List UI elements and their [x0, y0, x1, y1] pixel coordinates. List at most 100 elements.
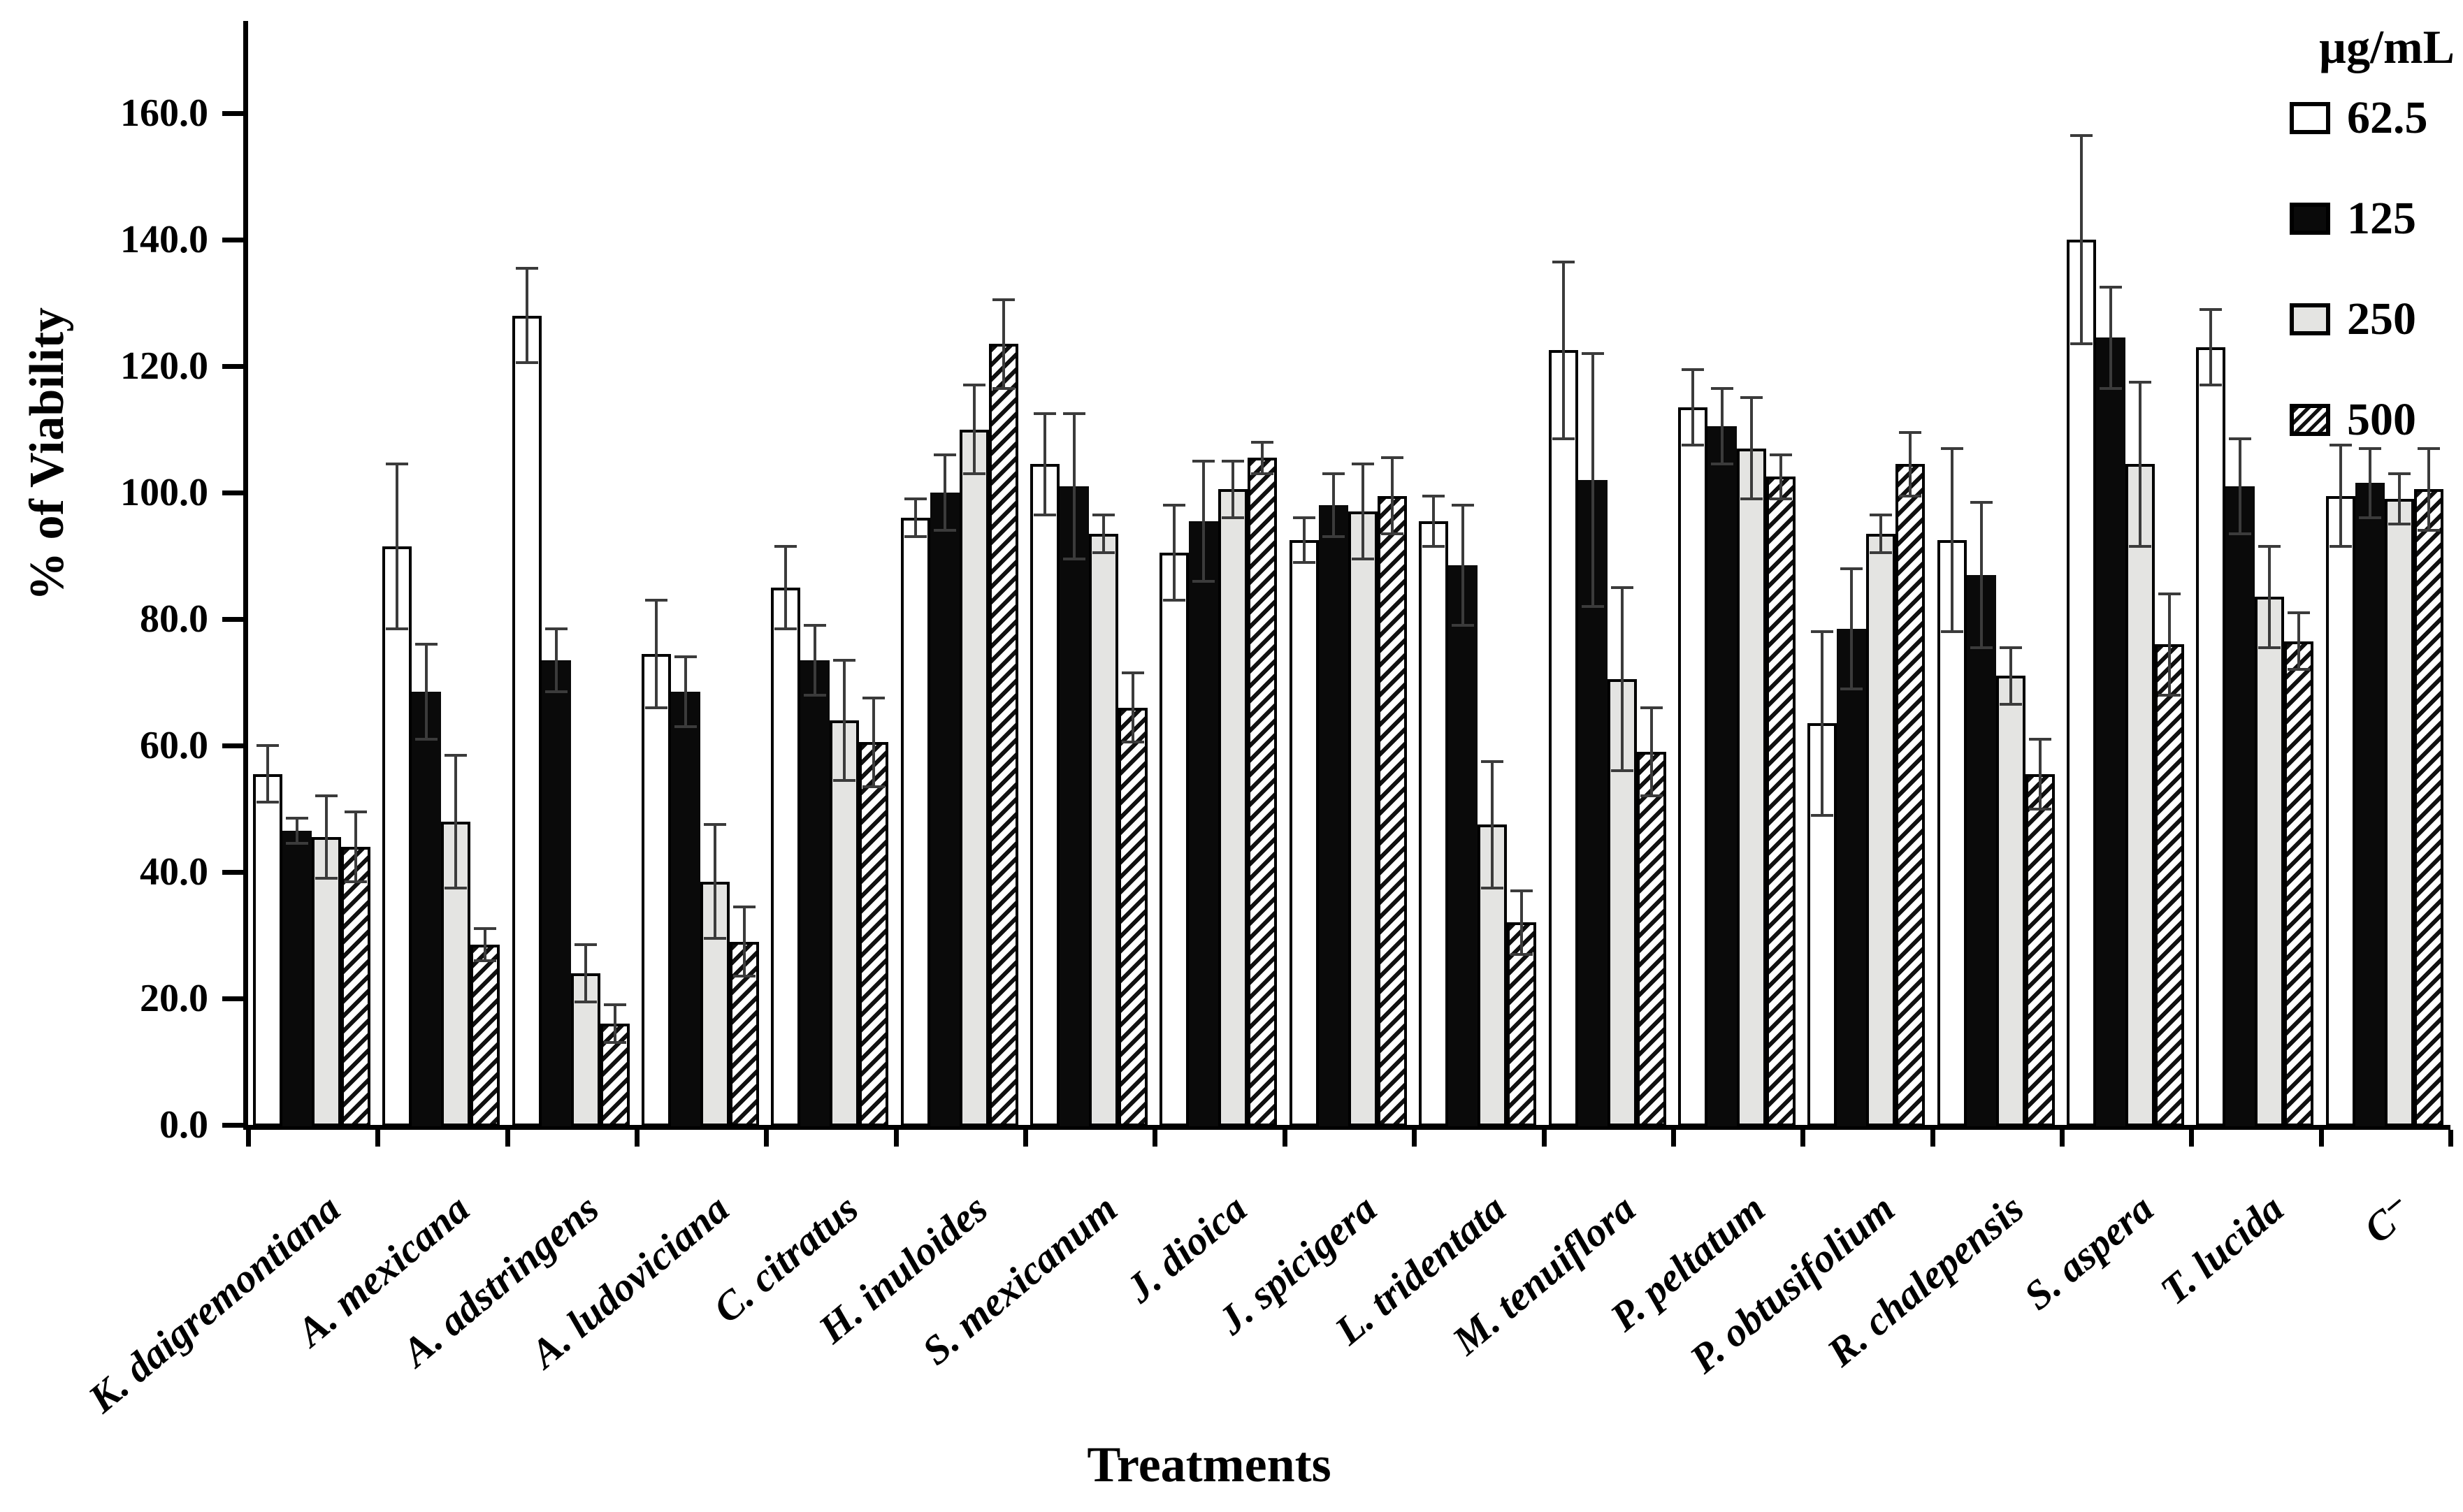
error-bar-bottom-cap [904, 535, 927, 539]
error-bar-top-cap [2358, 446, 2381, 450]
error-bar-bottom-cap [933, 529, 956, 532]
bar [312, 837, 341, 1126]
error-bar-bottom-cap [574, 1000, 597, 1003]
error-bar-top-cap [1740, 396, 1763, 400]
bar [1289, 539, 1319, 1126]
error-bar-top-cap [515, 266, 538, 270]
x-tick [893, 1130, 899, 1147]
bar [2325, 495, 2355, 1126]
legend-label: 250 [2347, 293, 2416, 344]
error-bar-top-cap [1222, 459, 1245, 463]
bar [959, 429, 989, 1126]
error-bar-top-cap [704, 823, 727, 827]
error-bar [1821, 632, 1824, 815]
y-tick-label: 120.0 [120, 344, 208, 388]
error-bar [425, 644, 428, 739]
error-bar-bottom-cap [992, 386, 1015, 390]
bar [1837, 628, 1867, 1126]
bar [412, 692, 442, 1126]
y-tick-label: 160.0 [120, 92, 208, 135]
bar [1218, 489, 1248, 1126]
legend-item: 500 [2228, 389, 2459, 451]
x-category-label-text: T. lucida [2151, 1185, 2292, 1314]
error-bar-bottom-cap [1870, 551, 1893, 554]
error-bar [525, 268, 528, 363]
error-bar-top-cap [904, 497, 927, 501]
error-bar-top-cap [1063, 412, 1086, 415]
bar [1189, 521, 1219, 1126]
y-tick [222, 238, 243, 242]
error-bar [1850, 568, 1854, 689]
error-bar [1909, 432, 1912, 496]
error-bar [1361, 464, 1364, 560]
error-bar [843, 660, 846, 780]
error-bar [354, 812, 357, 882]
error-bar-bottom-cap [2099, 386, 2122, 390]
error-bar-bottom-cap [515, 361, 538, 365]
bar [1895, 464, 1926, 1126]
error-bar-top-cap [733, 905, 756, 908]
error-bar-bottom-cap [2128, 544, 2151, 548]
error-bar-bottom-cap [1999, 703, 2022, 706]
x-tick [1153, 1130, 1158, 1147]
error-bar-top-cap [1452, 504, 1475, 507]
error-bar-top-cap [474, 927, 497, 931]
error-bar-top-cap [2070, 133, 2093, 137]
error-bar-top-cap [2128, 380, 2151, 384]
bar [1419, 521, 1449, 1126]
error-bar [2109, 286, 2112, 388]
error-bar-top-cap [804, 624, 827, 627]
x-tick [375, 1130, 381, 1147]
error-bar-top-cap [1422, 494, 1445, 497]
error-bar-bottom-cap [257, 801, 279, 804]
error-bar-bottom-cap [674, 725, 698, 728]
error-bar-top-cap [415, 643, 438, 646]
error-bar-top-cap [645, 598, 668, 602]
error-bar-top-cap [1481, 759, 1504, 763]
error-bar-bottom-cap [1640, 794, 1663, 798]
error-bar [396, 464, 399, 629]
error-bar-top-cap [774, 544, 797, 548]
error-bar-bottom-cap [1192, 579, 1215, 583]
error-bar [1649, 707, 1653, 797]
error-bar-top-cap [1811, 630, 1834, 634]
error-bar-top-cap [674, 655, 698, 659]
error-bar-top-cap [1380, 456, 1403, 460]
y-tick [222, 996, 243, 1001]
error-bar [2397, 473, 2401, 525]
error-bar [2239, 439, 2242, 534]
error-bar [943, 454, 946, 531]
bar [1937, 539, 1967, 1126]
bar [800, 660, 830, 1126]
error-bar-bottom-cap [2358, 516, 2381, 520]
y-tick-label: 80.0 [140, 597, 208, 641]
error-bar-top-cap [2329, 444, 2352, 447]
error-bar-bottom-cap [1251, 472, 1274, 475]
error-bar-bottom-cap [603, 1041, 626, 1045]
error-bar [872, 698, 876, 787]
legend-item: 125 [2228, 188, 2459, 249]
error-bar [454, 755, 458, 888]
bar [930, 493, 960, 1126]
y-tick-label: 20.0 [140, 977, 208, 1020]
error-bar [1202, 460, 1206, 581]
y-tick [222, 364, 243, 369]
y-tick [222, 870, 243, 875]
error-bar [1779, 454, 1782, 500]
error-bar-bottom-cap [345, 880, 367, 883]
legend-label: 125 [2347, 193, 2416, 244]
bar [2413, 489, 2443, 1126]
error-bar [1879, 514, 1883, 553]
error-bar-top-cap [257, 744, 279, 747]
error-bar [1043, 413, 1047, 515]
error-bar [2038, 739, 2042, 809]
bar [1866, 533, 1896, 1126]
x-tick [2189, 1130, 2195, 1147]
error-bar [784, 546, 788, 629]
bar [1507, 922, 1537, 1126]
y-tick [222, 490, 243, 495]
x-tick [1541, 1130, 1547, 1147]
error-bar-top-cap [1899, 431, 1922, 435]
bar [282, 831, 312, 1126]
error-bar-bottom-cap [1380, 532, 1403, 535]
